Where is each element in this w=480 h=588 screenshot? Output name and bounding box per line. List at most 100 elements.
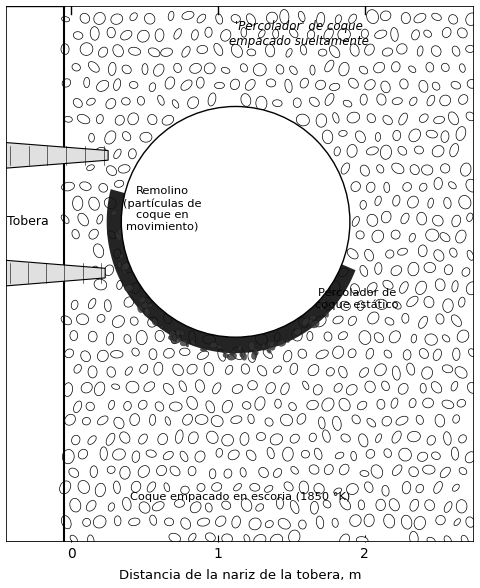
Ellipse shape [347, 249, 358, 259]
Ellipse shape [452, 280, 458, 292]
Ellipse shape [208, 93, 216, 106]
Ellipse shape [111, 14, 123, 24]
Ellipse shape [268, 341, 275, 350]
Ellipse shape [334, 147, 340, 156]
Ellipse shape [144, 382, 155, 392]
Ellipse shape [149, 349, 157, 360]
Ellipse shape [423, 398, 433, 408]
Ellipse shape [120, 31, 132, 40]
Ellipse shape [466, 13, 477, 25]
Ellipse shape [266, 79, 276, 87]
Ellipse shape [433, 116, 444, 123]
Ellipse shape [192, 30, 198, 40]
Ellipse shape [62, 450, 74, 464]
Ellipse shape [382, 211, 391, 223]
Ellipse shape [333, 346, 344, 359]
Ellipse shape [189, 331, 196, 345]
Ellipse shape [310, 315, 316, 320]
Ellipse shape [443, 365, 453, 373]
Ellipse shape [152, 319, 158, 326]
Ellipse shape [426, 130, 437, 138]
Ellipse shape [122, 270, 127, 274]
Ellipse shape [70, 499, 81, 512]
Ellipse shape [280, 9, 289, 24]
Ellipse shape [72, 229, 79, 239]
Ellipse shape [169, 402, 182, 411]
Ellipse shape [426, 229, 439, 241]
Ellipse shape [98, 47, 108, 57]
Ellipse shape [358, 401, 367, 410]
Ellipse shape [435, 279, 445, 290]
Ellipse shape [89, 197, 99, 211]
Ellipse shape [129, 149, 136, 159]
Ellipse shape [223, 350, 227, 353]
Ellipse shape [302, 318, 309, 326]
Ellipse shape [436, 516, 445, 525]
Ellipse shape [108, 503, 115, 511]
Ellipse shape [347, 483, 358, 495]
Ellipse shape [465, 452, 476, 463]
Ellipse shape [314, 483, 324, 494]
Ellipse shape [366, 182, 375, 192]
Ellipse shape [117, 280, 123, 289]
Ellipse shape [238, 345, 242, 351]
Ellipse shape [118, 165, 130, 173]
Ellipse shape [172, 335, 177, 341]
Ellipse shape [307, 332, 313, 340]
Ellipse shape [254, 534, 266, 546]
Ellipse shape [411, 334, 417, 343]
Ellipse shape [121, 98, 130, 105]
Ellipse shape [61, 44, 69, 55]
Ellipse shape [393, 195, 400, 206]
Ellipse shape [164, 483, 170, 492]
Ellipse shape [204, 362, 214, 376]
Ellipse shape [262, 343, 265, 349]
Ellipse shape [139, 297, 146, 303]
Ellipse shape [139, 502, 150, 513]
Ellipse shape [276, 65, 284, 74]
Ellipse shape [360, 368, 369, 377]
Ellipse shape [364, 514, 374, 527]
Ellipse shape [455, 367, 467, 378]
Ellipse shape [403, 350, 411, 360]
Ellipse shape [339, 464, 349, 475]
Ellipse shape [104, 265, 114, 276]
Ellipse shape [180, 451, 188, 462]
Ellipse shape [234, 483, 241, 491]
Ellipse shape [211, 416, 223, 427]
Ellipse shape [84, 78, 90, 88]
Ellipse shape [273, 100, 282, 106]
Ellipse shape [322, 398, 334, 411]
Ellipse shape [111, 211, 117, 216]
Ellipse shape [140, 365, 148, 373]
Ellipse shape [339, 398, 350, 411]
Ellipse shape [453, 415, 460, 423]
Ellipse shape [377, 399, 385, 409]
Ellipse shape [416, 415, 423, 425]
Ellipse shape [80, 14, 90, 24]
Ellipse shape [381, 11, 391, 21]
Ellipse shape [352, 216, 360, 226]
Ellipse shape [333, 113, 339, 123]
Ellipse shape [78, 480, 90, 493]
Ellipse shape [255, 397, 265, 410]
Ellipse shape [259, 467, 268, 477]
Ellipse shape [110, 350, 123, 358]
Ellipse shape [460, 163, 471, 176]
Ellipse shape [221, 29, 231, 41]
Ellipse shape [107, 166, 117, 176]
Ellipse shape [263, 350, 273, 359]
Ellipse shape [165, 417, 170, 425]
Ellipse shape [408, 262, 419, 276]
Ellipse shape [132, 451, 140, 462]
Ellipse shape [360, 470, 369, 476]
Ellipse shape [94, 148, 106, 158]
Ellipse shape [442, 400, 454, 409]
Ellipse shape [88, 535, 94, 546]
Ellipse shape [418, 452, 428, 462]
Ellipse shape [410, 165, 420, 175]
Ellipse shape [217, 345, 222, 349]
Ellipse shape [348, 316, 357, 325]
Ellipse shape [241, 28, 247, 37]
Ellipse shape [120, 254, 123, 259]
